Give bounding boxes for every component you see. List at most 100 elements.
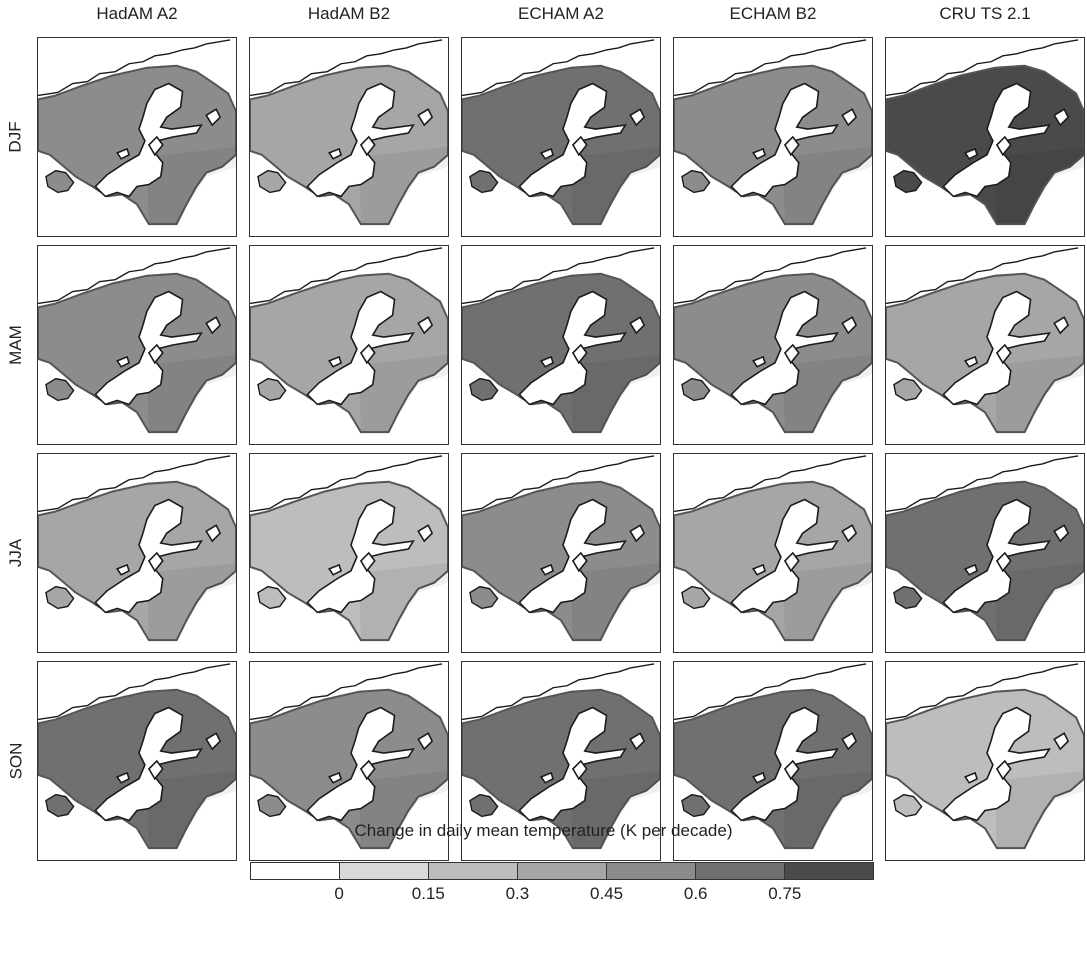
lake-outline xyxy=(539,147,555,160)
gridded-shading xyxy=(994,562,1084,641)
basin-map xyxy=(250,39,448,226)
gridded-shading xyxy=(570,146,660,225)
colorbar-tick-label: 0.45 xyxy=(590,884,624,903)
lake-outline xyxy=(205,108,222,127)
lake-outline xyxy=(147,343,164,365)
colorbar-tick-label: 0.6 xyxy=(683,884,708,903)
baltic-sea xyxy=(730,82,839,198)
lake-outline xyxy=(205,316,222,335)
lake-outline xyxy=(1053,732,1070,751)
map-panel-djf-0 xyxy=(37,37,237,237)
denmark-outline xyxy=(469,793,499,818)
gridded-shading xyxy=(782,562,872,641)
baltic-sea xyxy=(942,498,1051,614)
norway-coastline xyxy=(38,39,231,97)
lake-outline xyxy=(327,563,343,576)
basin-map xyxy=(886,455,1084,642)
norway-coastline xyxy=(886,39,1079,97)
lake-outline xyxy=(147,135,164,157)
gridded-shading xyxy=(146,770,236,849)
lake-outline xyxy=(539,563,555,576)
map-panel-mam-2 xyxy=(461,245,661,445)
gridded-shading xyxy=(358,146,448,225)
colorbar-segment xyxy=(785,863,873,879)
lake-outline xyxy=(571,135,588,157)
norway-coastline xyxy=(886,663,1079,721)
map-panel-son-1 xyxy=(249,661,449,861)
basin-map xyxy=(38,39,236,226)
denmark-outline xyxy=(45,585,75,610)
lake-outline xyxy=(115,771,131,784)
gridded-shading xyxy=(994,146,1084,225)
lake-outline xyxy=(963,147,979,160)
norway-coastline xyxy=(462,663,655,721)
lake-outline xyxy=(417,108,434,127)
map-panel-jja-1 xyxy=(249,453,449,653)
denmark-outline xyxy=(45,793,75,818)
lake-outline xyxy=(205,732,222,751)
norway-coastline xyxy=(674,455,867,513)
column-header-cru-ts: CRU TS 2.1 xyxy=(939,4,1031,23)
gridded-shading xyxy=(570,770,660,849)
lake-outline xyxy=(571,759,588,781)
basin-map xyxy=(674,663,872,850)
legend-title: Change in daily mean temperature (K per … xyxy=(354,821,733,840)
catchment-area xyxy=(674,64,872,226)
lake-outline xyxy=(147,551,164,573)
lake-outline xyxy=(995,551,1012,573)
gridded-shading xyxy=(570,562,660,641)
basin-map xyxy=(38,247,236,434)
denmark-outline xyxy=(681,377,711,402)
column-header-hadam-a2: HadAM A2 xyxy=(96,4,178,23)
basin-map xyxy=(38,663,236,850)
lake-outline xyxy=(751,147,767,160)
norway-coastline xyxy=(250,455,443,513)
denmark-outline xyxy=(681,169,711,194)
colorbar-tick-label: 0.75 xyxy=(768,884,802,903)
lake-outline xyxy=(359,343,376,365)
denmark-outline xyxy=(45,377,75,402)
basin-map xyxy=(462,39,660,226)
lake-outline xyxy=(115,355,131,368)
colorbar-tick-label: 0.15 xyxy=(411,884,445,903)
norway-coastline xyxy=(674,247,867,305)
colorbar-segment xyxy=(340,863,429,879)
denmark-outline xyxy=(45,169,75,194)
gridded-shading xyxy=(358,770,448,849)
denmark-outline xyxy=(257,793,287,818)
norway-coastline xyxy=(250,247,443,305)
lake-outline xyxy=(1053,316,1070,335)
catchment-area xyxy=(38,272,236,434)
lake-outline xyxy=(115,147,131,160)
gridded-shading xyxy=(994,354,1084,433)
row-header-mam: MAM xyxy=(6,325,26,365)
basin-map xyxy=(886,247,1084,434)
catchment-area xyxy=(886,480,1084,642)
lake-outline xyxy=(841,108,858,127)
map-panel-jja-4 xyxy=(885,453,1085,653)
map-panel-jja-2 xyxy=(461,453,661,653)
catchment-area xyxy=(38,480,236,642)
baltic-sea xyxy=(518,498,627,614)
colorbar-segment xyxy=(607,863,696,879)
basin-map xyxy=(886,39,1084,226)
norway-coastline xyxy=(886,455,1079,513)
basin-map xyxy=(38,455,236,642)
gridded-shading xyxy=(570,354,660,433)
norway-coastline xyxy=(38,455,231,513)
norway-coastline xyxy=(674,39,867,97)
map-panel-son-3 xyxy=(673,661,873,861)
catchment-area xyxy=(674,480,872,642)
baltic-sea xyxy=(730,498,839,614)
baltic-sea xyxy=(942,82,1051,198)
denmark-outline xyxy=(469,169,499,194)
gridded-shading xyxy=(994,770,1084,849)
catchment-area xyxy=(886,64,1084,226)
map-panel-jja-3 xyxy=(673,453,873,653)
baltic-sea xyxy=(94,290,203,406)
catchment-area xyxy=(674,688,872,850)
lake-outline xyxy=(327,771,343,784)
row-header-djf: DJF xyxy=(6,121,26,153)
catchment-area xyxy=(38,688,236,850)
map-panel-mam-3 xyxy=(673,245,873,445)
